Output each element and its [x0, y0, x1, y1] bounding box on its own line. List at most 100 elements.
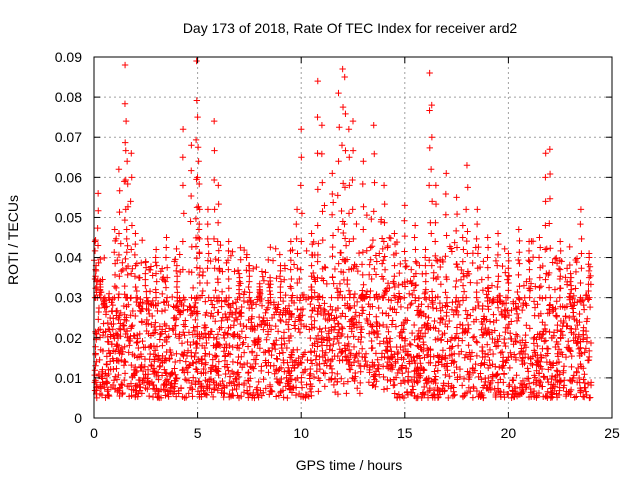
data-point [544, 310, 552, 317]
data-point [334, 390, 342, 398]
data-point [464, 311, 471, 318]
data-point [233, 344, 241, 351]
data-point [351, 290, 359, 298]
data-point [308, 230, 315, 237]
data-point [94, 190, 102, 197]
data-point [380, 373, 387, 381]
data-point [244, 299, 251, 306]
data-point [498, 310, 506, 318]
data-point [173, 262, 181, 269]
data-point [522, 339, 529, 346]
data-point [136, 274, 143, 281]
data-point [447, 245, 455, 252]
data-point [221, 334, 228, 342]
data-point [397, 329, 404, 336]
data-point [139, 337, 146, 345]
data-point [387, 304, 394, 312]
data-point [398, 322, 405, 329]
data-point [542, 246, 549, 253]
data-point [578, 265, 585, 272]
x-tick-label: 25 [604, 425, 620, 441]
data-point [228, 368, 236, 376]
data-point [572, 268, 580, 276]
data-point [454, 311, 462, 319]
data-point [473, 387, 481, 395]
data-point [318, 342, 326, 349]
data-point [284, 394, 291, 402]
data-point [190, 374, 197, 381]
data-point [121, 61, 129, 69]
data-point [292, 325, 299, 332]
data-point [204, 220, 211, 228]
data-point [189, 359, 196, 367]
data-point [422, 295, 430, 303]
data-point [187, 192, 195, 200]
data-point [409, 291, 416, 299]
data-point [414, 332, 421, 340]
data-point [406, 290, 413, 297]
data-point [525, 257, 532, 264]
data-point [334, 192, 341, 199]
data-point [127, 198, 134, 205]
data-point [494, 304, 502, 311]
data-point [194, 368, 201, 376]
data-point [149, 393, 157, 401]
data-point [277, 316, 284, 324]
data-point [426, 384, 434, 392]
data-point [449, 343, 456, 350]
data-point [274, 378, 281, 386]
data-point [527, 385, 534, 393]
data-point [102, 370, 109, 377]
data-point [443, 232, 450, 239]
data-point [368, 337, 375, 345]
data-point [193, 340, 200, 347]
data-point [270, 340, 277, 347]
data-point [372, 350, 380, 357]
data-point [209, 393, 217, 401]
data-point [487, 379, 494, 387]
data-point [156, 362, 164, 370]
data-point [344, 333, 351, 341]
data-point [352, 309, 360, 316]
data-point [529, 254, 537, 261]
data-point [347, 350, 355, 357]
data-point [152, 353, 160, 360]
data-point [329, 347, 336, 354]
data-point [450, 358, 458, 365]
data-point [265, 369, 272, 376]
data-point [526, 294, 533, 301]
data-point [534, 301, 541, 308]
data-point [170, 327, 177, 334]
data-point [169, 325, 176, 333]
data-point [367, 287, 374, 295]
data-point [489, 373, 497, 380]
data-point [355, 249, 363, 257]
data-point [350, 343, 358, 351]
data-point [585, 356, 593, 364]
data-point [551, 286, 559, 293]
data-point [502, 307, 510, 314]
data-point [122, 358, 129, 366]
y-tick-label: 0.06 [55, 169, 82, 185]
data-point [519, 354, 526, 361]
data-point [488, 282, 496, 289]
data-point [122, 330, 129, 338]
data-point [154, 369, 162, 376]
y-tick-label: 0.08 [55, 89, 82, 105]
data-point [121, 100, 129, 107]
data-point [133, 367, 141, 375]
data-point [321, 383, 329, 390]
data-point [442, 211, 450, 218]
data-point [147, 361, 155, 369]
data-point [462, 326, 469, 334]
data-point [163, 244, 170, 251]
data-point [200, 324, 208, 332]
data-point [282, 291, 289, 299]
data-point [321, 307, 329, 315]
data-point [465, 376, 473, 383]
data-point [354, 357, 362, 365]
data-point [212, 287, 219, 294]
data-point [371, 265, 378, 273]
data-point [464, 184, 471, 191]
data-point [226, 373, 234, 380]
